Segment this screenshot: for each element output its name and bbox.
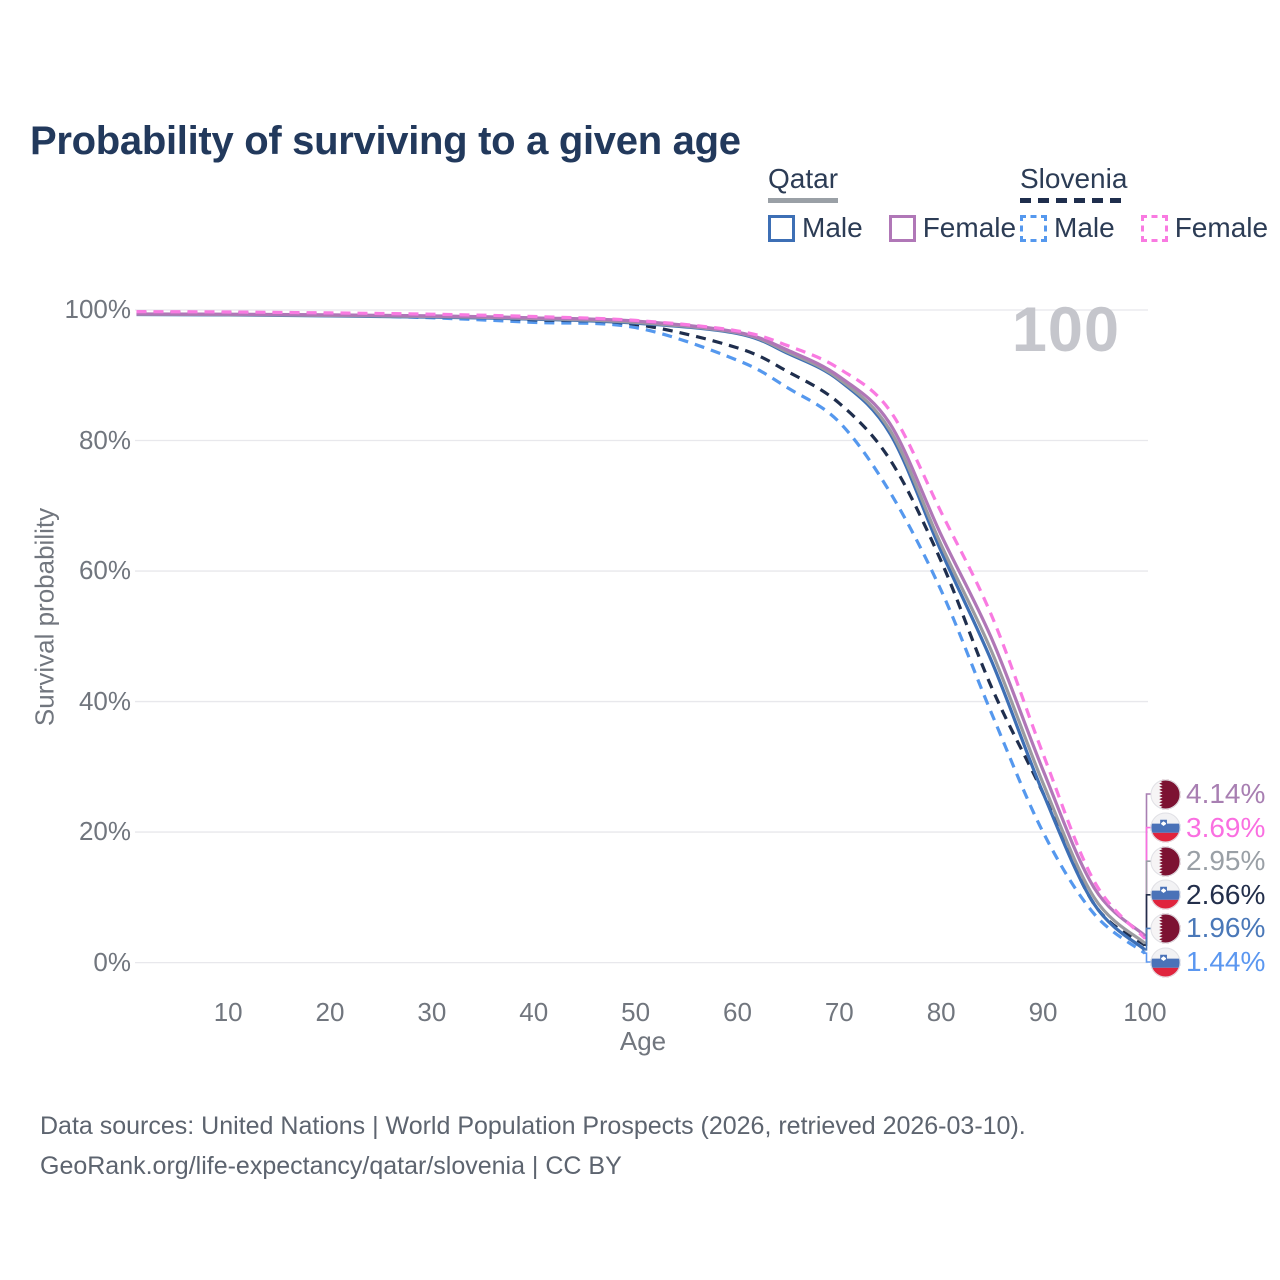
legend-item-label: Female <box>1174 212 1269 243</box>
series-line-slovenia-female[interactable] <box>136 310 1147 940</box>
x-axis-title: Age <box>619 1026 667 1056</box>
legend-country-qatar-label: Qatar <box>768 163 839 194</box>
series-line-qatar-male[interactable] <box>136 312 1146 952</box>
y-tick-20%: 20% <box>78 816 131 847</box>
legend-item-label: Male <box>1054 212 1115 243</box>
x-tick-100: 100 <box>1123 997 1167 1027</box>
slovenia-flag-icon <box>1150 946 1181 978</box>
end-label-value: 2.95% <box>1186 845 1266 877</box>
x-tick-40: 40 <box>519 997 549 1027</box>
end-label-value: 3.69% <box>1186 811 1266 843</box>
legend-item-slovenia-female[interactable]: Female <box>1140 212 1269 244</box>
end-label-qatar: 2.95% <box>1150 845 1265 877</box>
series-line-qatar-female[interactable] <box>136 312 1146 937</box>
y-tick-80%: 80% <box>78 424 131 455</box>
end-label-qatar-male: 1.96% <box>1150 912 1265 944</box>
end-label-qatar-female: 4.14% <box>1150 778 1265 810</box>
end-label-value: 2.66% <box>1186 878 1266 910</box>
qatar-flag-icon <box>1150 778 1181 810</box>
qatar-solid-line-swatch <box>768 198 839 203</box>
legend-country-slovenia-label: Slovenia <box>1020 163 1128 194</box>
legend-group-qatar: Qatar Male Female <box>768 163 1016 244</box>
slovenia-female-swatch <box>1140 214 1168 242</box>
page-title: Probability of surviving to a given age <box>30 118 741 163</box>
x-tick-80: 80 <box>926 997 956 1027</box>
legend-country-slovenia[interactable]: Slovenia <box>1020 163 1128 203</box>
footer-sources-line: Data sources: United Nations | World Pop… <box>40 1112 1026 1140</box>
end-label-slovenia-female: 3.69% <box>1150 812 1265 844</box>
age-100-annotation: 100 <box>1011 295 1120 365</box>
x-tick-10: 10 <box>213 997 243 1027</box>
series-line-qatar[interactable] <box>136 312 1146 945</box>
footer: Data sources: United Nations | World Pop… <box>40 1106 1026 1186</box>
slovenia-flag-icon <box>1150 812 1181 843</box>
legend-item-qatar-male[interactable]: Male <box>768 212 863 244</box>
legend-item-qatar-female[interactable]: Female <box>888 212 1017 244</box>
end-label-connector <box>1143 927 1151 951</box>
series-line-slovenia-male[interactable] <box>136 311 1146 955</box>
legend-item-label: Male <box>802 212 863 243</box>
end-label-slovenia: 2.66% <box>1150 879 1265 911</box>
qatar-female-swatch <box>888 214 916 242</box>
slovenia-flag-icon <box>1150 879 1181 910</box>
legend-group-slovenia: Slovenia Male Female <box>1020 163 1268 244</box>
x-tick-90: 90 <box>1028 997 1058 1027</box>
x-tick-70: 70 <box>824 997 854 1027</box>
end-label-slovenia-male: 1.44% <box>1150 946 1265 978</box>
qatar-male-swatch <box>768 214 795 242</box>
qatar-flag-icon <box>1150 913 1181 944</box>
y-tick-0%: 0% <box>93 946 131 977</box>
end-label-connector <box>1143 952 1151 963</box>
end-label-connector <box>1143 894 1151 946</box>
x-tick-50: 50 <box>621 997 651 1027</box>
series-line-slovenia[interactable] <box>136 311 1146 947</box>
legend-item-label: Female <box>922 212 1017 243</box>
x-tick-20: 20 <box>315 997 345 1027</box>
x-tick-60: 60 <box>722 997 752 1027</box>
x-tick-30: 30 <box>417 997 447 1027</box>
end-label-value: 1.96% <box>1186 912 1266 944</box>
y-tick-40%: 40% <box>78 685 131 716</box>
qatar-flag-icon <box>1150 846 1181 877</box>
end-label-value: 1.44% <box>1186 946 1266 977</box>
end-label-value: 4.14% <box>1186 778 1266 809</box>
footer-link-line: GeoRank.org/life-expectancy/qatar/sloven… <box>40 1152 622 1180</box>
legend-country-qatar[interactable]: Qatar <box>768 163 839 203</box>
legend-item-slovenia-male[interactable]: Male <box>1020 212 1115 244</box>
y-tick-60%: 60% <box>78 555 131 586</box>
y-tick-100%: 100% <box>64 294 132 324</box>
slovenia-male-swatch <box>1020 214 1047 242</box>
slovenia-dashed-line-swatch <box>1020 198 1128 203</box>
